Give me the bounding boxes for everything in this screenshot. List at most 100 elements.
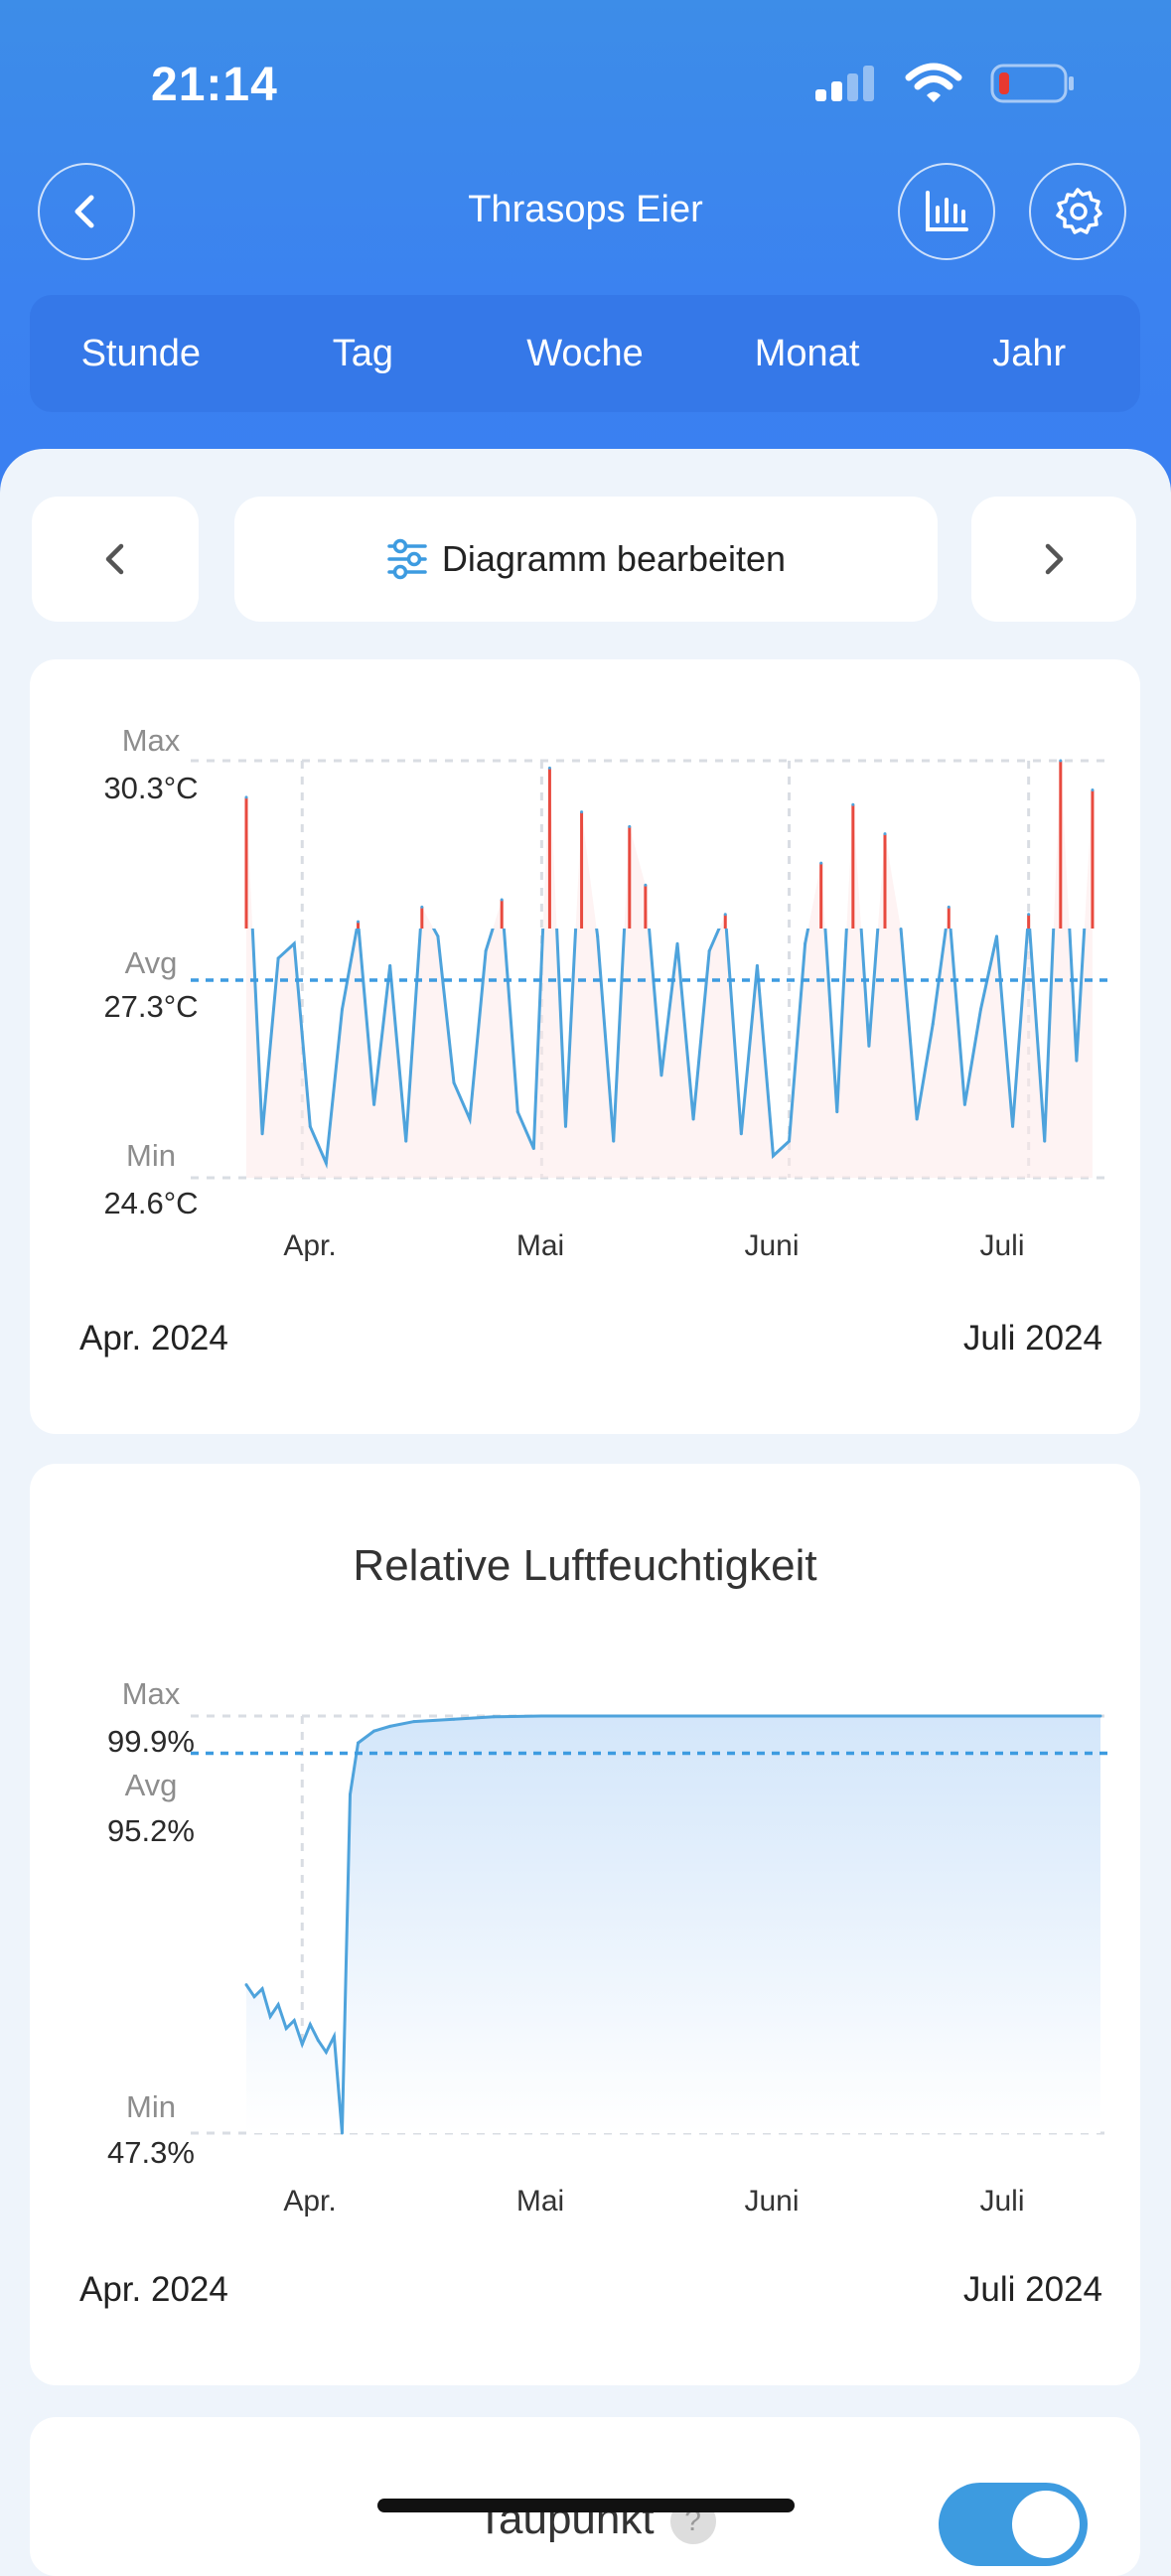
- temperature-point: [867, 1044, 871, 1048]
- humidity-point: [412, 1720, 416, 1724]
- temperature-point: [707, 949, 711, 953]
- temperature-point: [531, 1147, 535, 1151]
- temperature-point: [500, 898, 504, 902]
- humidity-point: [1027, 1714, 1031, 1718]
- temperature-point: [596, 934, 600, 938]
- humidity-point: [357, 1741, 361, 1745]
- temperature-point: [1091, 787, 1095, 791]
- humidity-point: [492, 1715, 496, 1719]
- temperature-point: [420, 905, 424, 909]
- humidity-card: Relative Luftfeuchtigkeit Max 99.9% Avg …: [30, 1464, 1140, 2385]
- temperature-point: [723, 913, 727, 917]
- temperature-point: [1043, 1139, 1047, 1143]
- humidity-area: [246, 1716, 1100, 2133]
- temperature-point: [580, 810, 584, 814]
- humidity-point: [899, 1714, 903, 1718]
- tab-tag[interactable]: Tag: [332, 332, 394, 374]
- temperature-point: [931, 1022, 935, 1026]
- humidity-title: Relative Luftfeuchtigkeit: [353, 1541, 817, 1590]
- humidity-point: [308, 2023, 312, 2027]
- temp-max-key: Max: [121, 723, 181, 758]
- next-range-button[interactable]: [971, 497, 1136, 622]
- temperature-point: [260, 1132, 264, 1136]
- hum-month-label: Juli: [979, 2185, 1025, 2218]
- period-tabs: Stunde Tag Woche Monat Jahr: [30, 295, 1140, 412]
- edit-chart-label: Diagramm bearbeiten: [441, 538, 787, 579]
- temperature-line: [250, 929, 1087, 1170]
- cellular-signal-icon: [815, 66, 874, 101]
- status-time: 21:14: [151, 59, 278, 111]
- edit-chart-button[interactable]: Diagramm bearbeiten: [234, 497, 938, 622]
- humidity-point: [340, 2131, 344, 2135]
- chevron-left-icon: [74, 195, 94, 228]
- temperature-point: [915, 1117, 919, 1121]
- humidity-point: [284, 2027, 288, 2031]
- temperature-point: [324, 1161, 328, 1165]
- temperature-point: [468, 1117, 472, 1121]
- hum-avg-key: Avg: [124, 1768, 178, 1802]
- chart-button[interactable]: [898, 163, 995, 260]
- gear-icon: [1056, 188, 1102, 234]
- chevron-right-icon: [1045, 543, 1064, 575]
- temperature-point: [404, 1139, 408, 1143]
- temperature-point: [628, 824, 632, 828]
- temperature-point: [292, 941, 296, 945]
- hum-range-start: Apr. 2024: [79, 2270, 228, 2309]
- tab-stunde[interactable]: Stunde: [80, 332, 202, 374]
- humidity-point: [388, 1724, 392, 1728]
- temperature-point: [357, 920, 361, 924]
- humidity-point: [316, 2039, 320, 2043]
- temperature-point: [962, 1102, 966, 1106]
- bar-chart-icon: [926, 191, 968, 231]
- humidity-point: [252, 1995, 256, 1999]
- hum-min-key: Min: [126, 2089, 176, 2124]
- hum-max-key: Max: [121, 1676, 181, 1711]
- humidity-line: [244, 1714, 1100, 2134]
- previous-range-button[interactable]: [32, 497, 199, 622]
- hum-month-label: Apr.: [283, 2185, 337, 2218]
- hum-month-label: Juni: [744, 2185, 800, 2218]
- temperature-area: [246, 761, 1093, 1178]
- battery-icon: [990, 64, 1074, 103]
- temperature-point: [276, 956, 280, 960]
- dewpoint-toggle[interactable]: [939, 2483, 1088, 2566]
- toggle-knob: [1012, 2491, 1080, 2558]
- humidity-point: [268, 2015, 272, 2019]
- humidity-point: [276, 2003, 280, 2007]
- tab-jahr[interactable]: Jahr: [992, 332, 1067, 374]
- humidity-chart: [191, 1714, 1112, 2135]
- temperature-point: [547, 766, 551, 770]
- page-title: Thrasops Eier: [468, 189, 703, 230]
- settings-button[interactable]: [1029, 163, 1126, 260]
- temp-min-value: 24.6°C: [103, 1186, 199, 1220]
- status-icons: [813, 62, 1076, 105]
- humidity-point: [300, 2043, 304, 2047]
- temperature-point: [515, 1110, 519, 1114]
- humidity-point: [332, 2035, 336, 2039]
- temperature-point: [1011, 1124, 1015, 1128]
- hum-avg-value: 95.2%: [107, 1813, 195, 1848]
- temperature-point: [788, 1139, 792, 1143]
- temperature-point: [1075, 1059, 1079, 1063]
- back-button[interactable]: [38, 163, 135, 260]
- temperature-point: [771, 1154, 775, 1158]
- temperature-point: [372, 1102, 376, 1106]
- temp-avg-key: Avg: [124, 945, 178, 980]
- tab-woche[interactable]: Woche: [526, 332, 644, 374]
- temperature-point: [340, 1008, 344, 1012]
- temperature-point: [563, 1124, 567, 1128]
- temperature-point: [978, 1008, 982, 1012]
- temperature-point: [644, 883, 648, 887]
- humidity-point: [260, 1987, 264, 1991]
- hum-range-end: Juli 2024: [962, 2270, 1102, 2309]
- temperature-point: [819, 861, 823, 865]
- temp-avg-value: 27.3°C: [103, 989, 199, 1024]
- humidity-point: [452, 1717, 456, 1721]
- temperature-point: [484, 949, 488, 953]
- humidity-point: [244, 1983, 248, 1987]
- humidity-point: [324, 2051, 328, 2055]
- temp-range-start: Apr. 2024: [79, 1319, 228, 1358]
- temperature-point: [675, 941, 679, 945]
- temp-month-label: Mai: [515, 1229, 565, 1262]
- tab-monat[interactable]: Monat: [754, 332, 860, 374]
